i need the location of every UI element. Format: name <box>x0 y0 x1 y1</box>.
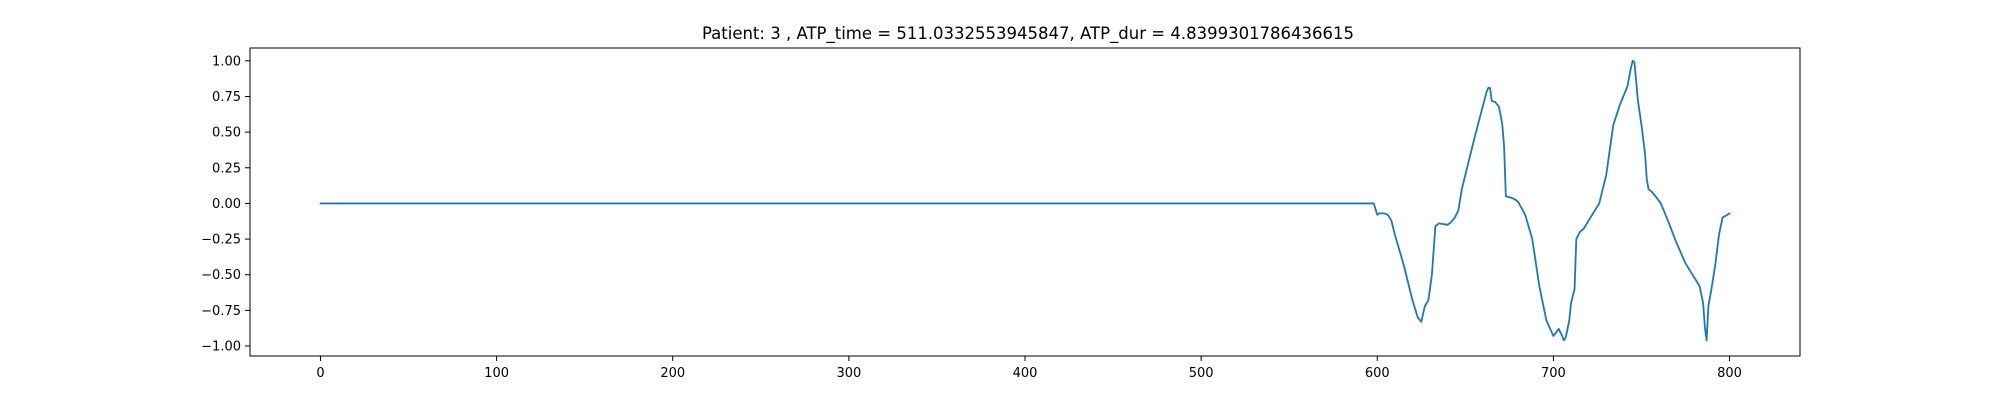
plot-area-frame <box>249 47 1801 357</box>
x-tick-label: 300 <box>836 366 861 381</box>
x-tick-label: 600 <box>1365 366 1390 381</box>
y-tick-label: −0.75 <box>201 304 241 319</box>
y-tick-label: −0.25 <box>201 233 241 248</box>
y-tick-label: 0.75 <box>212 90 241 105</box>
x-tick-label: 0 <box>316 366 324 381</box>
x-tick-label: 400 <box>1013 366 1038 381</box>
series-layer <box>319 59 1731 342</box>
y-tick-label: 1.00 <box>212 54 241 69</box>
x-tick-label: 100 <box>484 366 509 381</box>
x-tick-label: 700 <box>1541 366 1566 381</box>
series-line-0 <box>319 59 1731 342</box>
y-tick-label: −1.00 <box>201 340 241 355</box>
y-tick-label: −0.50 <box>201 268 241 283</box>
axis-ticks: 0 100 200 300 400 500 600 700 800 1.00 0.75 0.50 0.2… <box>201 54 1742 381</box>
x-tick-label: 500 <box>1189 366 1214 381</box>
x-tick-label: 800 <box>1717 366 1742 381</box>
y-tick-label: 0.00 <box>212 197 241 212</box>
y-tick-label: 0.50 <box>212 126 241 141</box>
y-tick-label: 0.25 <box>212 161 241 176</box>
chart-title: Patient: 3 , ATP_time = 511.033255394584… <box>702 24 1354 44</box>
x-tick-label: 200 <box>660 366 685 381</box>
